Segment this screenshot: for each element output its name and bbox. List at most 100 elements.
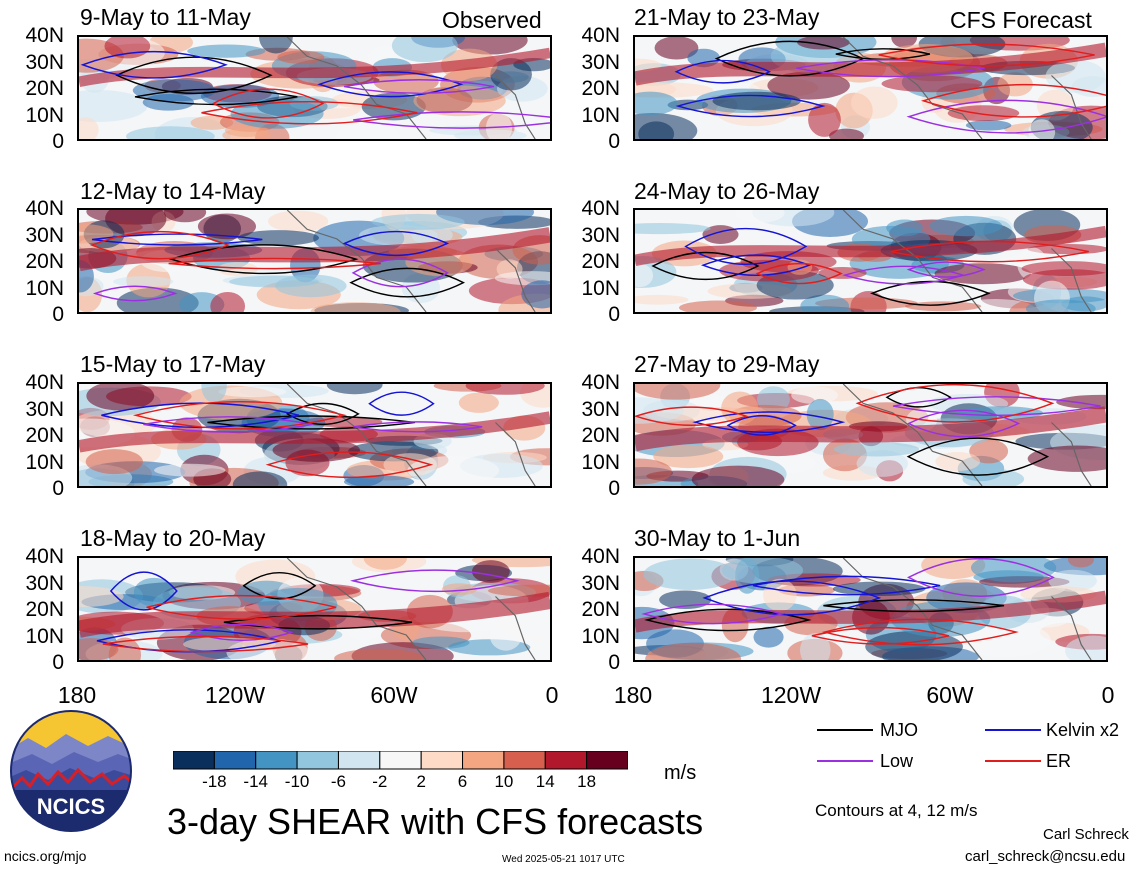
shear-panel-2 [77,208,552,314]
shear-blob [635,223,711,235]
coastline [495,596,536,660]
shear-blob [653,444,724,469]
footer-url[interactable]: ncics.org/mjo [4,848,87,864]
coastline [1051,422,1092,486]
shear-blob [79,117,99,139]
panel-title-4: 18-May to 20-May [80,525,266,551]
colorbar-tick-label: 10 [494,772,514,791]
shear-blob [104,37,151,59]
colorbar-swatch [296,751,339,770]
shear-blob [934,263,1031,285]
coastline [1051,75,1092,139]
shear-blob [85,449,143,475]
colorbar-tick-label: 18 [577,772,597,791]
contour-low [892,396,1101,416]
contour-low [352,421,483,433]
shear-blob [806,398,834,431]
shear-blob [163,210,207,223]
shear-blob [126,126,215,139]
shear-blob [391,37,458,63]
shear-blob [343,475,415,486]
colorbar-tick-label: -18 [202,772,227,791]
contour-kelvin-x2 [342,230,450,256]
shear-blob [679,300,757,312]
colorbar-swatch [255,751,298,770]
contour-low [353,111,550,129]
contour-er [211,88,325,119]
contour-kelvin-x2 [675,94,826,118]
y-tick-right-row4-0: 40N [581,545,620,568]
shear-blob [86,384,155,411]
shear-field-1 [79,37,550,139]
shear-panel-8 [633,556,1108,662]
coastline [1051,596,1092,660]
colorbar-swatch [586,751,628,770]
shear-panel-3 [77,382,552,488]
contour-mjo [115,56,273,94]
jet-band [635,590,1106,633]
shear-blob [965,120,1012,131]
contour-er [878,43,1095,67]
coastline [495,422,536,486]
shear-blob [722,558,804,584]
shear-blob [1021,261,1106,276]
y-tick-left-row1-1: 30N [25,50,64,74]
shear-blob [691,465,785,486]
contour-low [94,285,178,302]
jet-band [79,47,550,87]
contour-low [906,99,1106,134]
shear-blob [1025,299,1096,312]
shear-blob [808,102,841,137]
shear-blob [818,267,867,279]
shear-blob [712,91,801,111]
contour-kelvin-x2 [109,571,178,611]
y-tick-left-row1-4: 0 [52,130,64,153]
y-tick-right-row2-0: 40N [581,197,620,220]
contour-er [821,618,1019,646]
y-tick-right-row2-4: 0 [608,303,620,326]
contour-low [906,409,1021,438]
contour-low [189,623,294,641]
shear-blob [407,455,500,485]
legend-label-mjo: MJO [880,720,918,740]
shear-panel-5 [633,35,1108,141]
contour-low [796,59,985,78]
contour-low [351,258,449,288]
shear-blob [79,585,124,608]
y-tick-right-row4-1: 30N [581,571,620,595]
shear-blob [645,642,742,660]
shear-blob [687,48,720,68]
shear-blob [359,224,438,246]
colorbar-swatch [420,751,464,770]
shear-panel-4 [77,556,552,662]
footer-timestamp: Wed 2025-05-21 1017 UTC [502,854,625,865]
contour-er [132,401,348,430]
colorbar [173,751,628,770]
colorbar-tick-label: -14 [243,772,269,791]
y-tick-right-row1-0: 40N [581,24,620,47]
contour-mjo [823,599,1005,613]
contour-er [890,240,1089,263]
y-tick-left-row2-0: 40N [25,197,64,220]
contour-er [201,101,418,125]
shear-blob [336,120,400,139]
y-tick-right-row2-3: 10N [581,276,620,300]
shear-blob [643,558,736,590]
y-tick-right-row2-2: 20N [581,250,620,273]
shear-blob [763,578,797,612]
colorbar-tick-label: -6 [330,772,347,791]
panel-title-1: 9-May to 11-May [80,4,251,30]
contour-mjo [714,40,865,77]
colorbar-swatch [503,751,546,770]
shear-blob [133,577,175,607]
y-tick-left-row4-0: 40N [25,545,64,568]
y-tick-right-row2-1: 30N [581,223,620,247]
coastline [842,384,983,486]
shear-blob [471,560,510,583]
footer-email[interactable]: carl_schreck@ncsu.edu [965,848,1126,865]
shear-blob [958,406,1044,420]
y-tick-right-row3-3: 10N [581,450,620,474]
y-tick-left-row3-3: 10N [25,450,64,474]
y-tick-left-row1-3: 10N [25,103,64,127]
y-tick-left-row3-1: 30N [25,397,64,421]
